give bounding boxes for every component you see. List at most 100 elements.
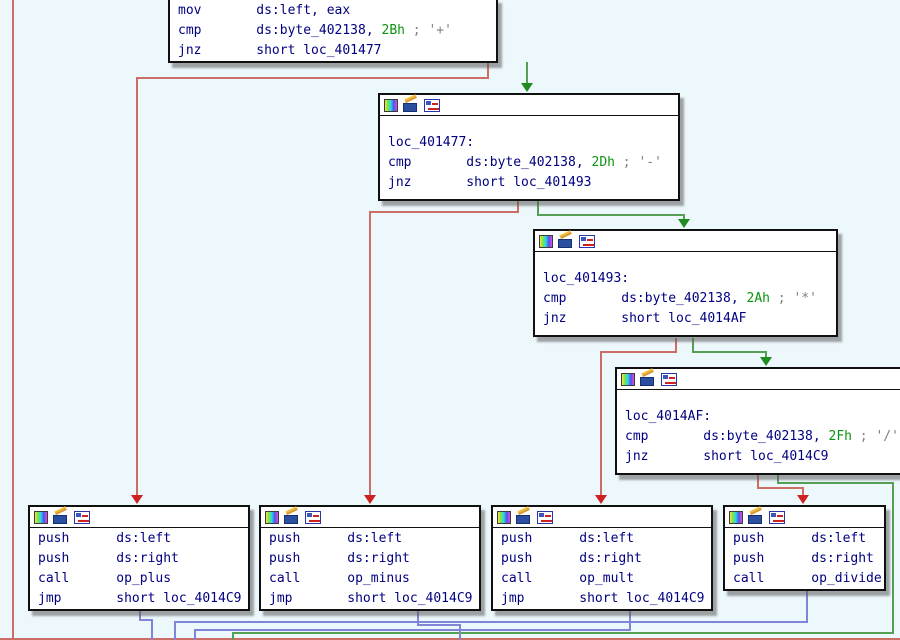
- asm-code: jnz short loc_4014AF: [543, 311, 747, 326]
- asm-code: jmp short loc_4014C9: [38, 591, 242, 606]
- flow-edge-taken-8: [692, 338, 767, 357]
- asm-code: jnz short loc_401477: [178, 43, 382, 58]
- colors-icon[interactable]: [265, 510, 279, 524]
- asm-line: push ds:left: [38, 529, 248, 549]
- asm-code: loc_401477:: [388, 135, 475, 150]
- asm-imm: 2Dh: [591, 155, 615, 170]
- edge-arrowhead: [131, 495, 143, 504]
- asm-line: call op_minus: [269, 569, 479, 589]
- block-titlebar[interactable]: [535, 229, 836, 252]
- group-icon[interactable]: [74, 510, 90, 524]
- edit-icon[interactable]: [403, 93, 419, 112]
- block-spacer: [625, 391, 900, 407]
- flow-edge-taken-9: [232, 473, 894, 640]
- asm-line: push ds:right: [269, 549, 479, 569]
- block-code: mov ds:left, eax cmp ds:byte_402138, 2Bh …: [170, 0, 496, 61]
- asm-comment: ; '+': [404, 23, 452, 38]
- asm-line: jnz short loc_4014C9: [625, 447, 900, 467]
- asm-line: jmp short loc_4014C9: [38, 589, 248, 609]
- block-titlebar[interactable]: [617, 367, 900, 390]
- asm-code: mov ds:left, eax: [178, 3, 351, 18]
- edit-icon[interactable]: [558, 229, 574, 248]
- basic-block-op_mult[interactable]: push ds:left push ds:right call op_mult jmp…: [491, 505, 713, 611]
- asm-code: cmp ds:byte_402138,: [625, 429, 829, 444]
- edge-arrowhead: [797, 495, 809, 504]
- block-spacer: [543, 253, 836, 269]
- edit-icon[interactable]: [53, 505, 69, 524]
- basic-block-loc_4014AF[interactable]: loc_4014AF: cmp ds:byte_402138, 2Fh ; '/'…: [615, 367, 900, 475]
- edit-icon[interactable]: [748, 505, 764, 524]
- asm-line: jnz short loc_401477: [178, 41, 496, 61]
- asm-comment: ; '/': [851, 429, 899, 444]
- asm-line: mov ds:left, eax: [178, 1, 496, 21]
- asm-line: cmp ds:byte_402138, 2Ah ; '*': [543, 289, 836, 309]
- flow-edge-uncond-11: [417, 609, 461, 640]
- edit-icon[interactable]: [516, 505, 532, 524]
- block-titlebar[interactable]: [493, 505, 711, 528]
- asm-code: push ds:left: [38, 531, 172, 546]
- edit-icon[interactable]: [284, 505, 300, 524]
- asm-line: push ds:right: [501, 549, 711, 569]
- edge-arrowhead: [678, 219, 690, 228]
- block-spacer: [388, 117, 678, 133]
- colors-icon[interactable]: [384, 98, 398, 112]
- asm-comment: ; '*': [769, 291, 817, 306]
- asm-line: jmp short loc_4014C9: [501, 589, 711, 609]
- asm-line: loc_401493:: [543, 269, 836, 289]
- colors-icon[interactable]: [34, 510, 48, 524]
- asm-code: jmp short loc_4014C9: [269, 591, 473, 606]
- asm-line: push ds:right: [733, 549, 884, 569]
- group-icon[interactable]: [579, 234, 595, 248]
- asm-code: cmp ds:byte_402138,: [178, 23, 382, 38]
- basic-block-loc_401493[interactable]: loc_401493:cmp ds:byte_402138, 2Ah ; '*'…: [533, 229, 838, 337]
- group-icon[interactable]: [661, 372, 677, 386]
- colors-icon[interactable]: [497, 510, 511, 524]
- block-titlebar[interactable]: [30, 505, 248, 528]
- asm-line: loc_401477:: [388, 133, 678, 153]
- asm-code: cmp ds:byte_402138,: [543, 291, 747, 306]
- flow-edge-fallthrough-3: [600, 338, 677, 495]
- group-icon[interactable]: [769, 510, 785, 524]
- colors-icon[interactable]: [539, 234, 553, 248]
- asm-line: jnz short loc_401493: [388, 173, 678, 193]
- asm-imm: 2Ah: [746, 291, 770, 306]
- asm-line: jnz short loc_4014AF: [543, 309, 836, 329]
- block-code: loc_4014AF: cmp ds:byte_402138, 2Fh ; '/'…: [617, 390, 900, 473]
- flow-edge-fallthrough-1: [136, 62, 489, 495]
- asm-line: jmp short loc_4014C9: [269, 589, 479, 609]
- edit-icon[interactable]: [640, 367, 656, 386]
- group-icon[interactable]: [537, 510, 553, 524]
- group-icon[interactable]: [305, 510, 321, 524]
- asm-code: push ds:right: [501, 551, 642, 566]
- asm-code: push ds:right: [733, 551, 874, 566]
- block-titlebar[interactable]: [261, 505, 479, 528]
- asm-code: push ds:right: [38, 551, 179, 566]
- colors-icon[interactable]: [729, 510, 743, 524]
- asm-line: push ds:left: [733, 529, 884, 549]
- asm-code: push ds:right: [269, 551, 410, 566]
- basic-block-loc_401477[interactable]: loc_401477: cmp ds:byte_402138, 2Dh ; '-'…: [378, 93, 680, 201]
- asm-line: cmp ds:byte_402138, 2Bh ; '+': [178, 21, 496, 41]
- asm-code: loc_401493:: [543, 271, 630, 286]
- asm-code: jnz short loc_4014C9: [625, 449, 829, 464]
- basic-block-entry[interactable]: mov ds:left, eax cmp ds:byte_402138, 2Bh …: [168, 0, 498, 63]
- flow-edge-fallthrough-2: [369, 198, 519, 495]
- block-titlebar[interactable]: [380, 93, 678, 116]
- basic-block-op_divide[interactable]: push ds:left push ds:right call op_divide: [723, 505, 886, 591]
- block-titlebar[interactable]: [725, 505, 884, 528]
- colors-icon[interactable]: [621, 372, 635, 386]
- asm-code: push ds:left: [269, 531, 403, 546]
- asm-imm: 2Bh: [381, 23, 405, 38]
- asm-line: push ds:left: [269, 529, 479, 549]
- block-code: push ds:left push ds:right call op_plus jmp…: [30, 528, 248, 609]
- block-code: loc_401493:cmp ds:byte_402138, 2Ah ; '*'…: [535, 252, 836, 335]
- asm-imm: 2Fh: [828, 429, 852, 444]
- basic-block-op_plus[interactable]: push ds:left push ds:right call op_plus jmp…: [28, 505, 250, 611]
- group-icon[interactable]: [424, 98, 440, 112]
- asm-line: cmp ds:byte_402138, 2Fh ; '/': [625, 427, 900, 447]
- asm-line: push ds:right: [38, 549, 248, 569]
